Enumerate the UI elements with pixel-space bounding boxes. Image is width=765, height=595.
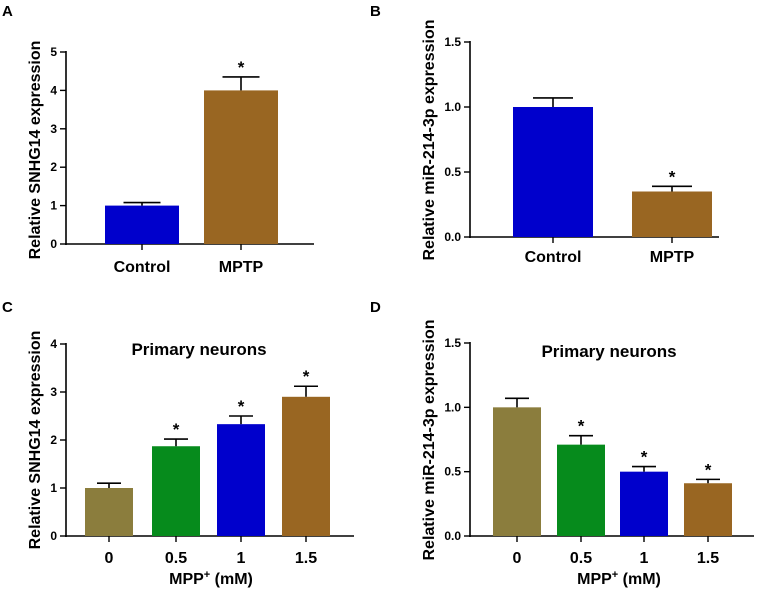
y-tick-label-d: 1.5 [444,336,461,350]
x-axis-label-c: MPP+ (mM) [169,569,253,588]
x-tick-label-d: 1 [640,550,649,567]
panel-letter-c: C [2,299,13,316]
x-tick-label-d: 0 [513,550,522,567]
y-axis-label-c: Relative SNHG14 expression [27,331,44,550]
x-tick-label-b: MPTP [650,249,695,266]
bar-c [282,396,330,536]
y-axis-label-a: Relative SNHG14 expression [27,41,44,260]
y-tick-label-b: 0.0 [444,230,461,244]
plot-area-b: 0.0 0.5 1.0 1.5 Control MPTP * [444,35,719,266]
y-tick-label-d: 0.5 [444,465,461,479]
x-axis-label-c-suffix: (mM) [210,571,253,588]
x-tick-label-b: Control [525,249,582,266]
panel-letter-a: A [2,3,13,20]
x-tick-label-a: MPTP [219,259,264,276]
x-tick-label-c: 1.5 [295,550,317,567]
significance-star-d: * [578,417,585,436]
panel-letter-b: B [370,3,381,20]
y-tick-label-c: 3 [50,385,57,399]
significance-star-c: * [303,367,310,386]
bar-d [557,444,605,536]
bar-c [85,488,133,536]
x-tick-label-c: 0 [105,550,114,567]
y-tick-label-a: 0 [50,237,57,251]
panel-letter-d: D [370,299,381,316]
significance-star-a: * [238,58,245,77]
significance-star-b: * [669,167,676,186]
panel-b: B Relative miR-214-3p expression 0.0 0.5 1… [370,3,719,266]
plot-area-d: 0.0 0.5 1.0 1.5 0 0.5 * 1 * 1.5 * [444,336,754,567]
bar-d [620,471,668,536]
y-tick-label-c: 0 [50,529,57,543]
bar-b [513,107,593,237]
x-tick-label-d: 0.5 [570,550,592,567]
chart-title-d: Primary neurons [541,342,676,361]
bar-c [217,424,265,536]
y-tick-label-a: 3 [50,122,57,136]
x-tick-label-a: Control [114,259,171,276]
x-axis-label-d-sup: + [612,569,618,581]
panel-d: D Relative miR-214-3p expression Primary… [370,299,754,588]
x-tick-label-c: 0.5 [165,550,187,567]
x-axis-label-d-main: MPP [577,571,612,588]
bar-b [632,191,712,237]
y-tick-label-a: 2 [50,160,57,174]
bar-a [204,90,278,245]
y-tick-label-c: 2 [50,433,57,447]
y-axis-label-d: Relative miR-214-3p expression [421,320,438,561]
bar-a [105,205,179,244]
chart-title-c: Primary neurons [131,340,266,359]
y-tick-label-d: 0.0 [444,529,461,543]
y-tick-label-a: 1 [50,199,57,213]
significance-star-d: * [705,460,712,479]
significance-star-c: * [238,397,245,416]
y-tick-label-b: 0.5 [444,165,461,179]
x-tick-label-c: 1 [237,550,246,567]
y-tick-label-c: 4 [50,337,57,351]
plot-area-a: 0 1 2 3 4 5 Control MPTP * [50,45,314,276]
significance-star-d: * [641,448,648,467]
x-axis-label-c-main: MPP [169,571,204,588]
y-tick-label-a: 4 [50,83,57,97]
bar-c [152,446,200,536]
x-axis-label-d-suffix: (mM) [618,571,661,588]
panel-c: C Relative SNHG14 expression Primary neu… [2,299,354,588]
y-tick-label-b: 1.0 [444,100,461,114]
significance-star-c: * [173,420,180,439]
y-tick-label-a: 5 [50,45,57,59]
x-axis-label-d: MPP+ (mM) [577,569,661,588]
y-tick-label-d: 1.0 [444,400,461,414]
y-axis-label-b: Relative miR-214-3p expression [421,20,438,261]
plot-area-c: 0 1 2 3 4 0 0.5 * 1 * 1.5 * [50,337,354,567]
y-tick-label-c: 1 [50,481,57,495]
bar-d [684,483,732,536]
x-tick-label-d: 1.5 [697,550,719,567]
y-tick-label-b: 1.5 [444,35,461,49]
bar-d [493,407,541,536]
panel-a: A Relative SNHG14 expression 0 1 2 3 4 5 Contr… [2,3,314,276]
x-axis-label-c-sup: + [204,569,210,581]
